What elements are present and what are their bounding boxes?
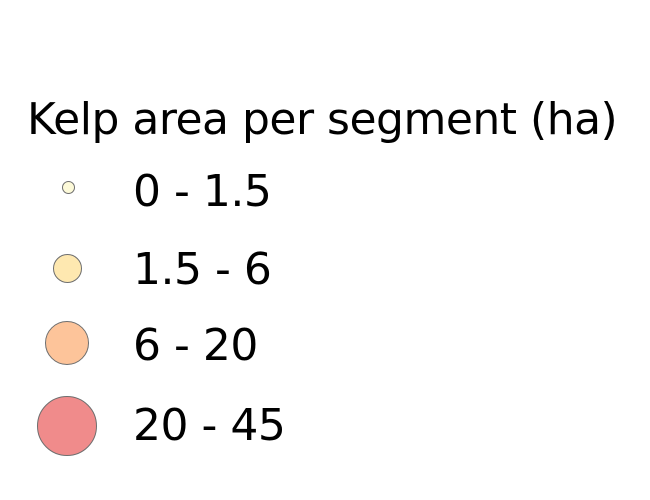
legend-item: 20 - 45 <box>0 396 650 458</box>
legend-item: 6 - 20 <box>0 318 650 378</box>
legend-item-label: 6 - 20 <box>133 320 258 371</box>
legend-item: 0 - 1.5 <box>0 164 650 224</box>
circle-symbol-icon <box>62 181 75 194</box>
legend-item-label: 20 - 45 <box>133 400 286 451</box>
legend-title: Kelp area per segment (ha) <box>27 94 618 145</box>
legend-item-label: 1.5 - 6 <box>133 244 272 295</box>
circle-symbol-icon <box>45 321 89 365</box>
legend-item: 1.5 - 6 <box>0 242 650 302</box>
legend-item-label: 0 - 1.5 <box>133 166 272 217</box>
circle-symbol-icon <box>53 254 82 283</box>
circle-symbol-icon <box>37 396 97 456</box>
